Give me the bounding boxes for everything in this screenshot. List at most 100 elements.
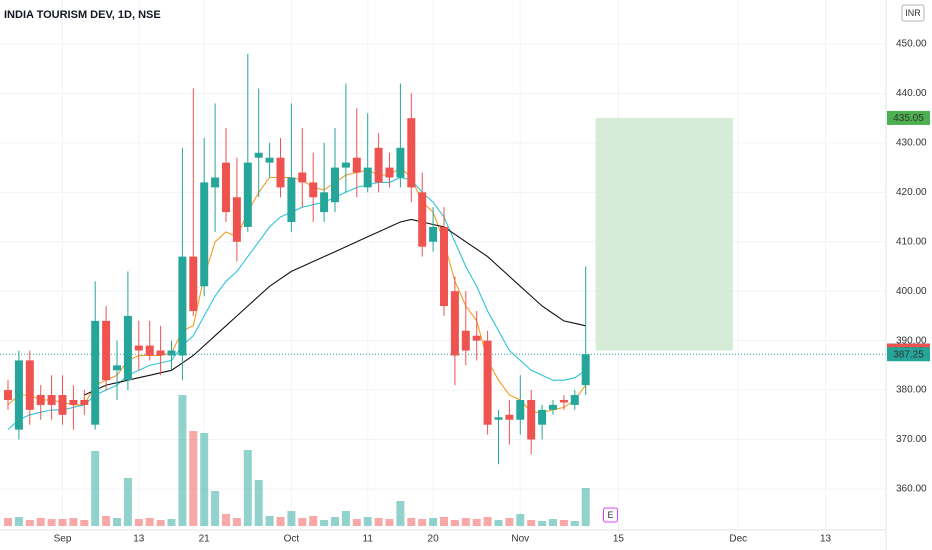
volume-bar bbox=[232, 518, 241, 526]
volume-bar bbox=[36, 518, 45, 526]
candle-body bbox=[494, 417, 503, 420]
price-label-box bbox=[887, 347, 930, 362]
volume-bar bbox=[320, 520, 329, 526]
price-label: 435.05 bbox=[893, 113, 924, 124]
x-tick-label: 11 bbox=[363, 534, 374, 545]
candle-body bbox=[341, 162, 350, 168]
candle-body bbox=[461, 330, 470, 351]
candle-body bbox=[549, 404, 557, 410]
candle-body bbox=[14, 360, 23, 430]
candle-body bbox=[232, 197, 241, 242]
currency[interactable]: INR bbox=[905, 8, 921, 18]
volume-bar bbox=[483, 517, 492, 526]
candle-body bbox=[407, 118, 416, 188]
volume-bar bbox=[581, 488, 590, 526]
candle-body bbox=[331, 167, 339, 203]
y-tick-label: 390.00 bbox=[896, 335, 927, 346]
candle-body bbox=[483, 340, 492, 425]
candle-body bbox=[287, 177, 296, 222]
candle-body bbox=[58, 395, 67, 415]
candle-body bbox=[581, 354, 590, 386]
volume-bar bbox=[25, 520, 34, 526]
candle-body bbox=[559, 399, 568, 403]
volume-bar bbox=[134, 519, 143, 526]
volume-bar bbox=[91, 451, 100, 526]
target-zone bbox=[595, 117, 733, 351]
axes: 360.00 370.00 380.00 390.00 400.00 410.00 420.… bbox=[54, 39, 930, 545]
volume-bar bbox=[341, 511, 350, 526]
y-tick-label: 410.00 bbox=[896, 236, 927, 247]
candle-body bbox=[123, 315, 132, 381]
earnings-marker: E bbox=[607, 510, 613, 520]
candle-body bbox=[4, 390, 12, 400]
chart-title: INDIA TOURISM DEV, 1D, NSE bbox=[4, 9, 161, 21]
volume-bar bbox=[407, 518, 416, 526]
x-tick-label: 15 bbox=[613, 534, 625, 545]
y-tick-label: 380.00 bbox=[896, 385, 927, 396]
volume-pane bbox=[4, 395, 590, 526]
volume-bar bbox=[189, 431, 198, 526]
candle-body bbox=[47, 395, 56, 405]
volume-bar bbox=[549, 519, 557, 526]
candle-body bbox=[385, 167, 394, 178]
x-tick-label: 13 bbox=[820, 534, 832, 545]
candle-body bbox=[189, 256, 198, 311]
candle-body bbox=[309, 182, 318, 198]
x-tick-label: Oct bbox=[284, 534, 300, 545]
volume-bar bbox=[505, 518, 514, 526]
volume-bar bbox=[440, 517, 448, 526]
candle-body bbox=[429, 226, 438, 242]
candle-body bbox=[265, 157, 274, 163]
y-tick-label: 430.00 bbox=[896, 138, 927, 149]
candle-body bbox=[167, 350, 176, 356]
volume-bar bbox=[331, 517, 339, 526]
candle-body bbox=[374, 147, 383, 183]
volume-bar bbox=[102, 516, 111, 526]
moving-average bbox=[84, 218, 586, 396]
candle-body bbox=[69, 399, 78, 405]
volume-bar bbox=[80, 520, 89, 526]
moving-average bbox=[7, 176, 587, 431]
volume-bar bbox=[145, 518, 154, 526]
volume-bar bbox=[450, 520, 459, 526]
candle-body bbox=[527, 399, 536, 440]
volume-bar bbox=[58, 519, 67, 526]
volume-bar bbox=[418, 519, 427, 526]
candle-body bbox=[516, 399, 525, 420]
candle-body bbox=[145, 345, 154, 356]
x-tick-label: Sep bbox=[54, 534, 72, 545]
candle-body bbox=[505, 414, 514, 420]
volume-bar bbox=[265, 516, 274, 526]
candle-body bbox=[134, 345, 143, 351]
volume-bar bbox=[222, 514, 230, 526]
candle-body bbox=[222, 162, 230, 213]
volume-bar bbox=[352, 519, 361, 526]
volume-bar bbox=[527, 520, 536, 526]
currency-box[interactable] bbox=[901, 4, 925, 22]
volume-bar bbox=[298, 518, 307, 526]
volume-bar bbox=[287, 511, 296, 526]
plot: E bbox=[0, 53, 886, 523]
volume-bar bbox=[254, 480, 263, 526]
y-tick-label: 360.00 bbox=[896, 484, 927, 495]
candle-body bbox=[320, 192, 329, 213]
candle-body bbox=[211, 177, 220, 188]
candle-body bbox=[298, 172, 307, 183]
volume-bar bbox=[113, 518, 121, 526]
volume-bar bbox=[309, 516, 318, 526]
volume-bar bbox=[461, 518, 470, 526]
candle-body bbox=[352, 157, 361, 173]
volume-bar bbox=[156, 520, 165, 526]
candle-body bbox=[440, 226, 448, 307]
candle-body bbox=[243, 162, 252, 227]
x-tick-label: Nov bbox=[511, 534, 529, 545]
volume-bar bbox=[178, 395, 187, 526]
volume-bar bbox=[69, 518, 78, 526]
candle-body bbox=[25, 360, 34, 410]
volume-bar bbox=[4, 518, 12, 526]
volume-bar bbox=[363, 517, 372, 526]
x-tick-label: Dec bbox=[729, 534, 747, 545]
